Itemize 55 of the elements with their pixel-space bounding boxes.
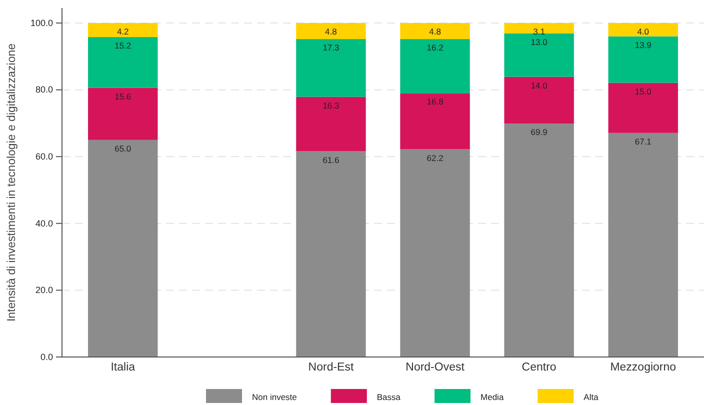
y-tick-label: 20.0 bbox=[35, 285, 53, 296]
data-label: 13.9 bbox=[634, 40, 652, 50]
x-tick-label: Nord-Est bbox=[308, 361, 354, 374]
bar bbox=[296, 39, 366, 97]
bar bbox=[504, 23, 574, 34]
data-label: 4.8 bbox=[429, 26, 442, 37]
data-label: 14.0 bbox=[530, 80, 548, 90]
legend-label: Non investe bbox=[252, 392, 298, 402]
data-label: 15.2 bbox=[114, 40, 132, 51]
data-label: 15.0 bbox=[634, 86, 652, 96]
bar bbox=[608, 82, 678, 133]
data-label: 67.1 bbox=[634, 136, 652, 146]
data-label: 13.0 bbox=[530, 36, 548, 47]
bar bbox=[88, 37, 158, 88]
data-label: 4.0 bbox=[637, 26, 650, 37]
data-label: 16.2 bbox=[426, 42, 444, 53]
x-tick-label: Centro bbox=[522, 361, 556, 374]
data-label: 16.8 bbox=[426, 96, 444, 107]
bar bbox=[400, 149, 470, 357]
bar bbox=[608, 36, 678, 83]
bar bbox=[504, 76, 574, 124]
bar bbox=[88, 140, 158, 357]
y-tick-label: 80.0 bbox=[35, 84, 53, 95]
bar bbox=[504, 33, 574, 77]
x-tick-label: Nord-Ovest bbox=[406, 361, 466, 374]
data-label: 65.0 bbox=[114, 143, 132, 154]
x-tick-label: Italia bbox=[110, 361, 136, 374]
y-tick-label: 60.0 bbox=[35, 151, 53, 162]
x-tick-label: Mezzogiorno bbox=[610, 361, 676, 374]
bar bbox=[504, 124, 574, 357]
bar bbox=[296, 151, 366, 357]
legend-label: Media bbox=[480, 392, 504, 402]
y-tick-label: 40.0 bbox=[35, 218, 53, 228]
data-label: 15.6 bbox=[114, 91, 132, 102]
bar bbox=[296, 96, 366, 152]
bar bbox=[608, 23, 678, 36]
data-label: 62.2 bbox=[426, 152, 444, 163]
legend-label: Alta bbox=[584, 392, 599, 402]
data-label: 4.8 bbox=[325, 26, 338, 37]
data-label: 4.2 bbox=[116, 26, 130, 37]
data-label: 61.6 bbox=[322, 154, 340, 165]
bar bbox=[608, 132, 678, 357]
bar bbox=[400, 93, 470, 150]
data-label: 69.9 bbox=[530, 127, 548, 138]
y-tick-label: 0.0 bbox=[40, 352, 53, 362]
y-tick-label: 100.0 bbox=[30, 18, 53, 28]
data-label: 17.3 bbox=[322, 42, 340, 53]
bar bbox=[296, 23, 366, 40]
bar bbox=[88, 88, 158, 140]
legend-label: Bassa bbox=[376, 392, 401, 402]
bar bbox=[400, 23, 470, 40]
y-axis-title: Intensità di investimenti in tecnologie e digitalizzazione bbox=[6, 43, 18, 322]
data-label: 16.3 bbox=[322, 100, 340, 110]
bar bbox=[88, 23, 158, 38]
bar bbox=[400, 39, 470, 94]
